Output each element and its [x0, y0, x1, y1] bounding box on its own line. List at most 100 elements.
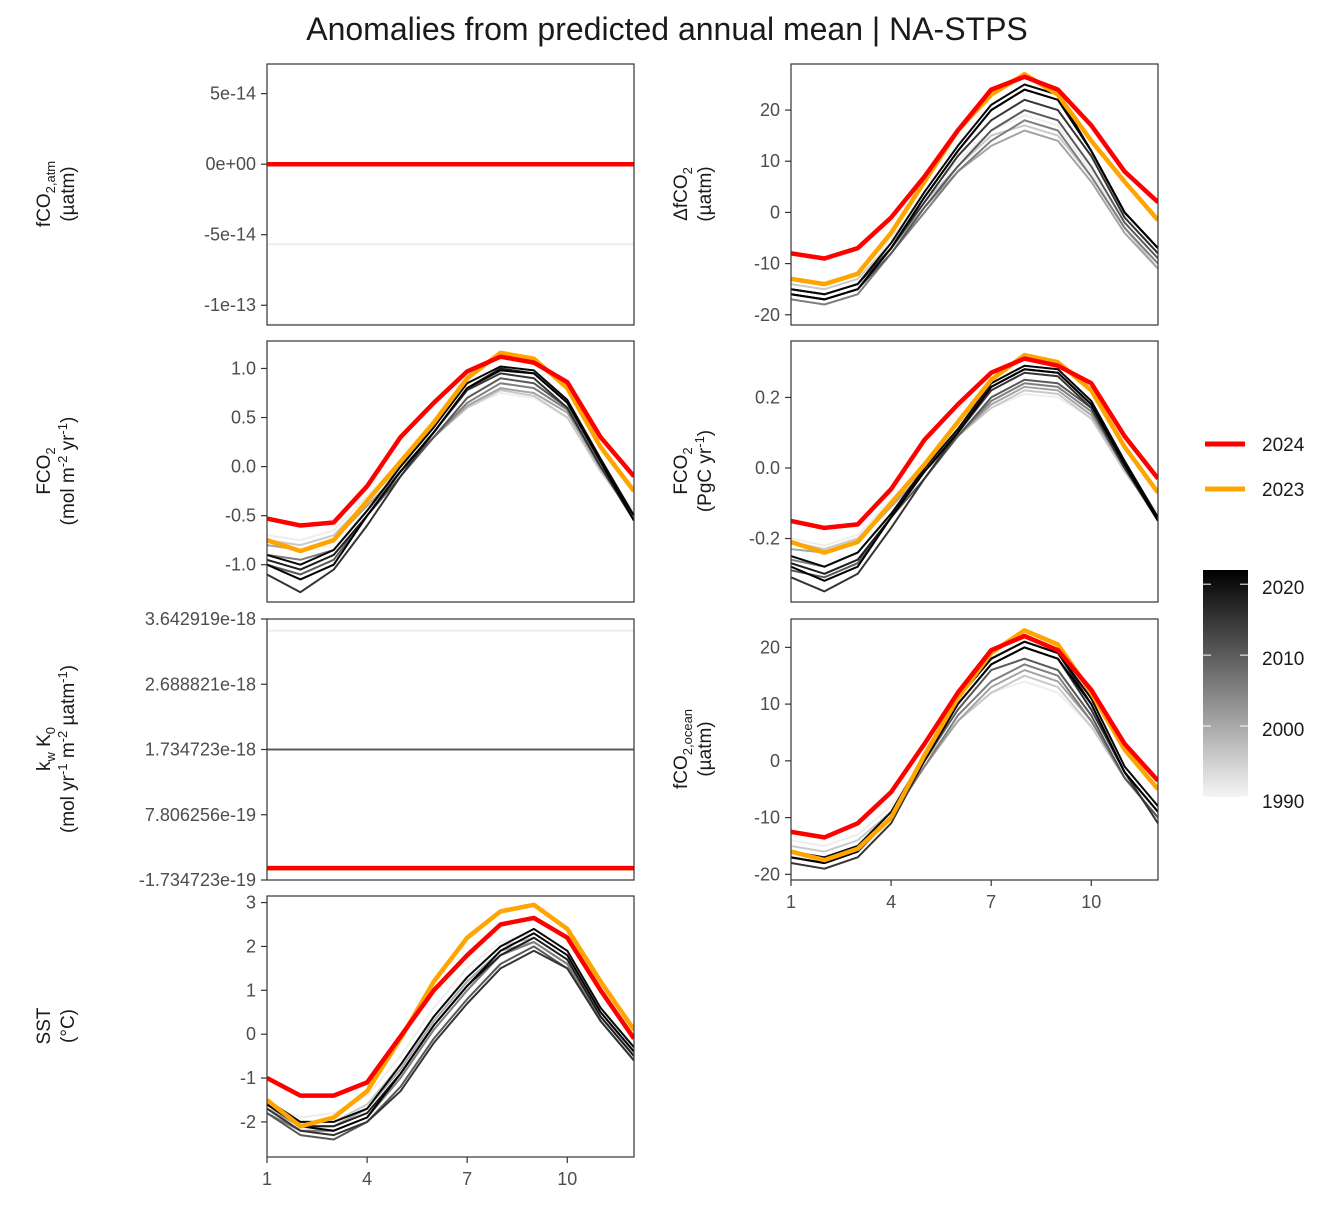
- svg-text:(PgC yr-1): (PgC yr-1): [692, 430, 716, 512]
- svg-text:(µatm): (µatm): [695, 166, 716, 221]
- y-tick-label: -1.0: [225, 555, 256, 575]
- y-tick-label: 7.806256e-19: [145, 805, 256, 825]
- series-line-1995: [791, 124, 1158, 291]
- y-tick-label: 0: [770, 751, 780, 771]
- y-tick-label: -10: [754, 808, 780, 828]
- svg-text:kw K0: kw K0: [34, 727, 58, 771]
- series-line-2010: [791, 657, 1158, 864]
- series-line-2022: [791, 88, 1158, 301]
- series-line-2022: [791, 368, 1158, 582]
- ylabel-kw-k0: kw K0 (mol yr-1 m-2 µatm-1): [34, 665, 79, 833]
- year-colorbar: [1203, 570, 1248, 797]
- ylabel-sst: SST (°C): [34, 1007, 79, 1044]
- series-line-1995: [791, 389, 1158, 551]
- series-line-2005: [791, 663, 1158, 864]
- colorbar-label-1990: 1990: [1262, 792, 1304, 813]
- panel-frame: [266, 895, 635, 1158]
- colorbar-ticks: [1203, 583, 1248, 798]
- svg-text:ΔfCO2: ΔfCO2: [671, 167, 695, 221]
- panel-fco2-ocean: 20 10 0 -10 -20 1 4 7 10: [754, 618, 1159, 912]
- svg-text:(°C): (°C): [58, 1009, 79, 1043]
- legend-label-2024: 2024: [1262, 435, 1305, 456]
- y-tick-label: -5e-14: [204, 225, 256, 245]
- y-tick-label: -20: [754, 864, 780, 884]
- svg-text:(µatm): (µatm): [58, 166, 79, 221]
- y-tick-label: 1.734723e-18: [145, 740, 256, 760]
- y-tick-label: 10: [760, 694, 780, 714]
- series-line-1995: [791, 674, 1158, 853]
- y-tick-label: 0: [770, 202, 780, 222]
- y-tick-label: 20: [760, 637, 780, 657]
- series-line-2024: [791, 74, 1158, 261]
- series-line-2021: [267, 365, 634, 566]
- series-line-1990: [267, 392, 634, 542]
- x-tick-label: 7: [986, 892, 996, 912]
- y-tick-label: -1: [240, 1068, 256, 1088]
- y-tick-label: 2.688821e-18: [145, 674, 256, 694]
- x-tick-label: 7: [462, 1169, 472, 1189]
- x-tick-label: 10: [1081, 892, 1101, 912]
- y-tick-label: 2: [246, 936, 256, 956]
- y-tick-label: 0e+00: [205, 154, 256, 174]
- svg-text:(µatm): (µatm): [695, 721, 716, 776]
- panel-fco2-flux-mol: 1.0 0.5 0.0 -0.5 -1.0: [225, 340, 635, 603]
- panel-kw-k0: 3.642919e-18 2.688821e-18 1.734723e-18 7.80…: [139, 609, 635, 890]
- y-tick-label: -1.734723e-19: [139, 870, 256, 890]
- series-line-2015: [791, 646, 1158, 870]
- x-tick-label: 1: [262, 1169, 272, 1189]
- series-line-2022: [267, 932, 634, 1132]
- panel-delta-fco2: 20 10 0 -10 -20: [754, 63, 1159, 326]
- svg-text:FCO2: FCO2: [671, 447, 695, 494]
- series-line-2018: [267, 936, 634, 1128]
- series-line-2024: [791, 633, 1158, 840]
- y-tick-label: -0.2: [749, 529, 780, 549]
- ylabel-fco2-atm: fCO2,atm (µatm): [34, 161, 79, 227]
- y-tick-label: 0.5: [231, 408, 256, 428]
- series-line-2015: [267, 949, 634, 1137]
- y-tick-label: 5e-14: [210, 84, 256, 104]
- svg-text:(mol m-2 yr-1): (mol m-2 yr-1): [55, 417, 79, 526]
- svg-text:FCO2: FCO2: [34, 447, 58, 494]
- chart-title: Anomalies from predicted annual mean | N…: [306, 11, 1028, 47]
- y-tick-label: 0.0: [755, 458, 780, 478]
- series-line-2021: [267, 927, 634, 1123]
- y-tick-label: 20: [760, 100, 780, 120]
- y-tick-label: -1e-13: [204, 295, 256, 315]
- series-line-2022: [267, 369, 634, 581]
- ylabel-delta-fco2: ΔfCO2 (µatm): [671, 166, 716, 221]
- series-line-2023: [267, 902, 634, 1129]
- series-line-2022: [791, 646, 1158, 864]
- svg-text:fCO2,ocean: fCO2,ocean: [671, 709, 695, 789]
- y-tick-label: -0.5: [225, 506, 256, 526]
- legend: 2024 2023 2020 2010 2000 1990: [1203, 435, 1305, 813]
- series-line-2024: [791, 356, 1158, 531]
- series-line-2024: [267, 915, 634, 1098]
- series-line-2024: [267, 354, 634, 528]
- y-tick-label: 0.2: [755, 387, 780, 407]
- series-line-2005: [791, 119, 1158, 306]
- colorbar-label-2010: 2010: [1262, 649, 1304, 670]
- y-tick-label: 1: [246, 980, 256, 1000]
- ylabel-fco2-ocean: fCO2,ocean (µatm): [671, 709, 716, 789]
- panel-frame: [790, 340, 1159, 603]
- x-tick-label: 10: [557, 1169, 577, 1189]
- svg-text:fCO2,atm: fCO2,atm: [34, 161, 58, 227]
- panel-fco2-flux-pgc: 0.2 0.0 -0.2: [749, 340, 1159, 603]
- y-tick-label: -10: [754, 254, 780, 274]
- y-tick-label: 0: [246, 1024, 256, 1044]
- panel-frame: [790, 63, 1159, 326]
- y-tick-label: 0.0: [231, 457, 256, 477]
- y-tick-label: 3: [246, 893, 256, 913]
- panel-fco2-atm: 5e-14 0e+00 -5e-14 -1e-13: [204, 63, 635, 326]
- panel-frame: [790, 618, 1159, 881]
- ylabel-fco2-flux-pgc: FCO2 (PgC yr-1): [671, 430, 716, 512]
- series-line-2015: [791, 371, 1158, 593]
- legend-label-2023: 2023: [1262, 480, 1304, 501]
- x-tick-label: 4: [362, 1169, 372, 1189]
- series-line-2023: [267, 350, 634, 554]
- y-tick-label: 10: [760, 151, 780, 171]
- y-tick-label: 3.642919e-18: [145, 609, 256, 629]
- panel-frame: [266, 340, 635, 603]
